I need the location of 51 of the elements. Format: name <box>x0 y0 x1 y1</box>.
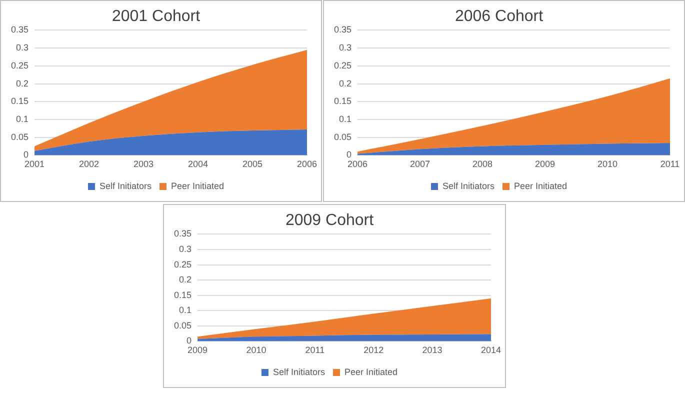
x-tick-label: 2011 <box>305 345 325 356</box>
x-tick-label: 2002 <box>78 159 100 170</box>
x-tick-label: 2007 <box>410 159 430 170</box>
legend-label: Self Initiators <box>99 180 152 191</box>
y-tick-label: 0.1 <box>339 114 352 124</box>
y-tick-label: 0 <box>186 336 192 346</box>
y-tick-label: 0.1 <box>16 114 29 124</box>
x-tick-label: 2011 <box>660 159 680 170</box>
x-tick-label: 2009 <box>188 345 208 356</box>
y-tick-label: 0.05 <box>334 132 352 142</box>
x-tick-label: 2006 <box>296 159 318 170</box>
x-tick-label: 2003 <box>133 159 154 170</box>
legend-label: Peer Initiated <box>170 180 224 191</box>
legend-label: Self Initiators <box>272 366 326 377</box>
y-tick-label: 0.2 <box>16 78 29 88</box>
y-tick-label: 0.2 <box>339 78 352 88</box>
y-tick-label: 0 <box>24 150 29 160</box>
y-tick-label: 0.25 <box>174 259 192 270</box>
legend-label: Peer Initiated <box>514 180 568 191</box>
y-tick-label: 0.1 <box>179 305 192 316</box>
chart-title: 2001 Cohort <box>112 8 201 26</box>
y-tick-label: 0.3 <box>179 244 192 254</box>
x-tick-label: 2010 <box>597 159 618 170</box>
y-tick-label: 0.05 <box>174 320 192 330</box>
x-tick-label: 2006 <box>348 159 368 170</box>
x-tick-label: 2010 <box>246 345 266 356</box>
x-tick-label: 2013 <box>422 345 442 356</box>
x-tick-label: 2004 <box>188 159 208 170</box>
x-tick-label: 2014 <box>480 345 502 356</box>
y-tick-label: 0 <box>346 150 352 160</box>
chart-title: 2006 Cohort <box>454 8 544 26</box>
y-tick-label: 0.15 <box>10 96 29 106</box>
chart-title: 2009 Cohort <box>285 212 374 230</box>
y-tick-label: 0.3 <box>339 42 352 53</box>
y-tick-label: 0.2 <box>179 274 192 285</box>
y-tick-label: 0.35 <box>10 24 29 35</box>
y-tick-label: 0.35 <box>334 24 352 35</box>
y-tick-label: 0.05 <box>10 132 29 142</box>
y-tick-label: 0.15 <box>174 290 192 300</box>
x-tick-label: 2012 <box>364 345 384 356</box>
x-tick-label: 2005 <box>242 159 263 170</box>
x-tick-label: 2001 <box>24 159 45 170</box>
y-tick-label: 0.25 <box>10 60 29 70</box>
y-tick-label: 0.3 <box>16 42 29 53</box>
y-tick-label: 0.15 <box>334 96 352 106</box>
x-tick-label: 2009 <box>534 159 556 170</box>
legend-label: Self Initiators <box>442 180 495 191</box>
y-tick-label: 0.25 <box>334 60 352 70</box>
y-tick-label: 0.35 <box>174 228 192 239</box>
x-tick-label: 2008 <box>472 159 493 170</box>
legend-label: Peer Initiated <box>344 366 398 377</box>
